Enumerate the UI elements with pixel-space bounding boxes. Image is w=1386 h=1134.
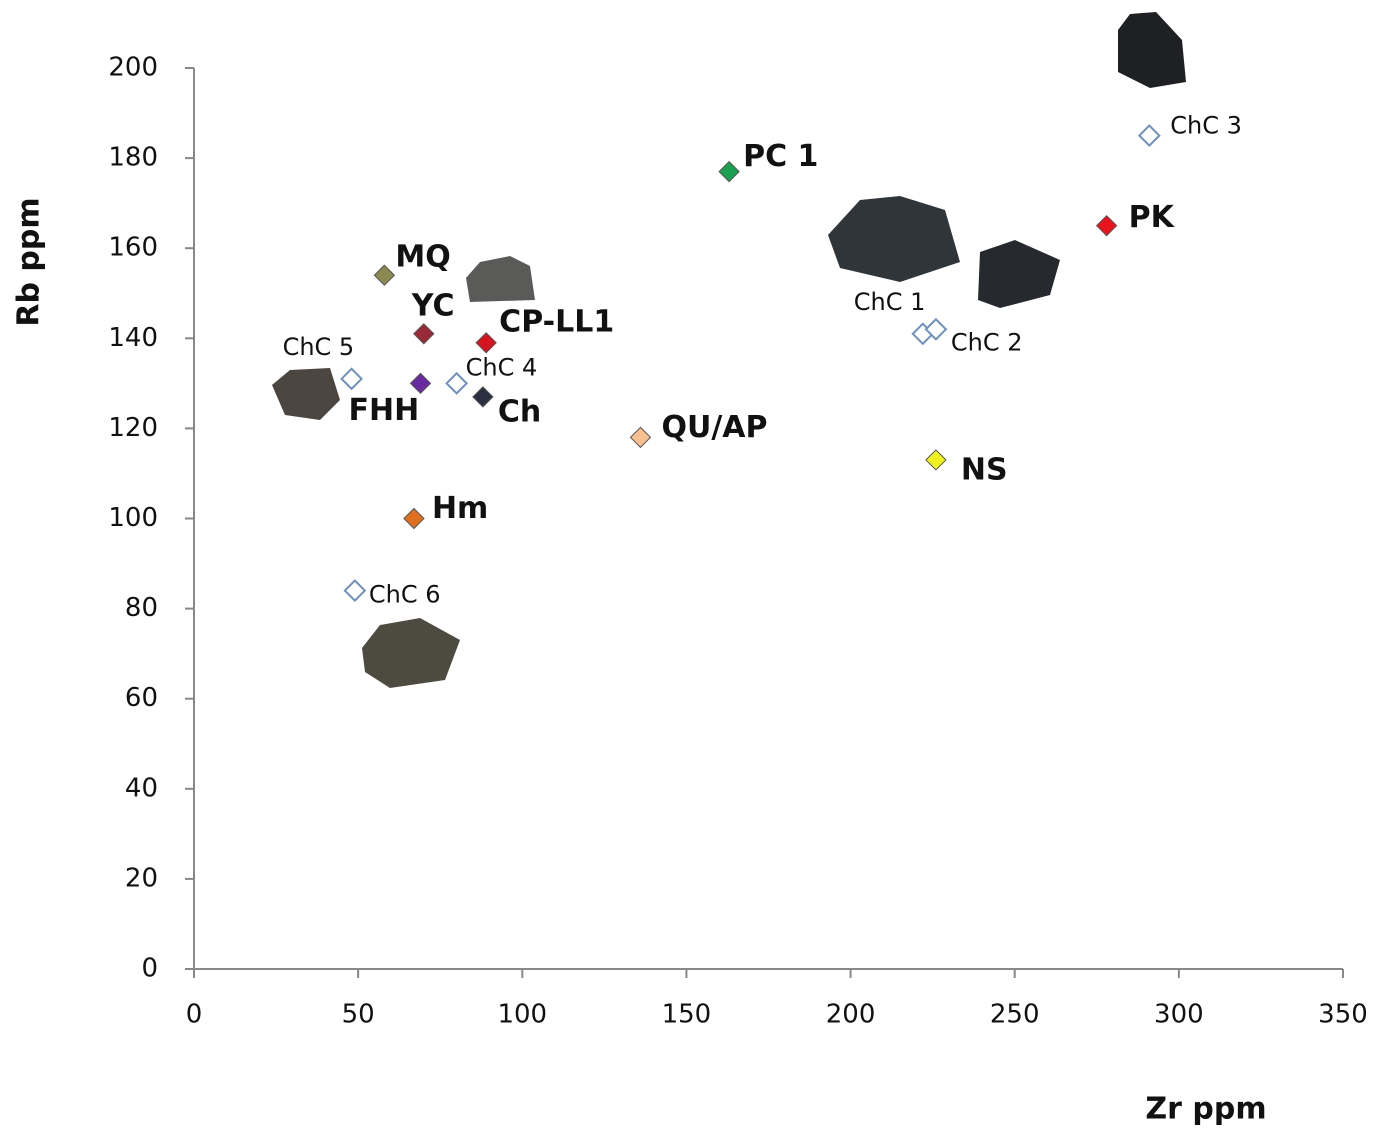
data-point [374,265,394,285]
data-point [447,373,467,393]
x-tick-label: 150 [662,1000,712,1030]
point-label: NS [961,452,1008,487]
data-point [630,427,650,447]
x-tick-label: 100 [497,1000,547,1030]
point-label: ChC 2 [951,328,1023,356]
y-tick-label: 180 [108,143,158,173]
point-label: ChC 4 [466,353,538,381]
x-tick-label: 200 [826,1000,876,1030]
y-tick-label: 200 [108,53,158,83]
point-label: FHH [349,393,420,428]
y-tick-label: 0 [141,954,158,984]
data-point [719,162,739,182]
data-point [342,369,362,389]
data-point [404,509,424,529]
point-label: QU/AP [661,410,767,445]
data-point [1139,126,1159,146]
point-label: ChC 1 [854,288,926,316]
point-label: Ch [498,394,541,429]
point-label: PC 1 [743,139,818,174]
x-axis-title: Zr ppm [1145,1092,1266,1127]
data-point [476,333,496,353]
x-tick-label: 300 [1154,1000,1204,1030]
data-point [1097,216,1117,236]
x-tick-label: 50 [342,1000,375,1030]
point-label: MQ [395,240,450,275]
data-point [411,373,431,393]
y-tick-label: 100 [108,503,158,533]
point-label: YC [411,288,455,323]
y-tick-label: 40 [125,773,158,803]
data-point [414,324,434,344]
point-label: ChC 3 [1170,112,1242,140]
y-tick-label: 60 [125,683,158,713]
y-tick-label: 80 [125,593,158,623]
y-tick-label: 120 [108,413,158,443]
x-tick-label: 350 [1318,1000,1368,1030]
data-point [926,450,946,470]
point-label: ChC 5 [283,333,355,361]
y-tick-label: 20 [125,863,158,893]
point-label: PK [1129,200,1176,235]
y-axis-title: Rb ppm [12,197,47,326]
chart: Rb ppm Zr ppm 0 50 100 150 200 250 300 350 0 20 40… [0,0,1386,1130]
point-label: ChC 6 [369,581,441,609]
data-point [345,581,365,601]
x-tick-label: 250 [990,1000,1040,1030]
data-point [473,387,493,407]
x-tick-label: 0 [186,1000,203,1030]
y-tick-label: 140 [108,323,158,353]
point-label: Hm [432,491,488,526]
y-tick-label: 160 [108,233,158,263]
point-label: CP-LL1 [499,304,614,339]
